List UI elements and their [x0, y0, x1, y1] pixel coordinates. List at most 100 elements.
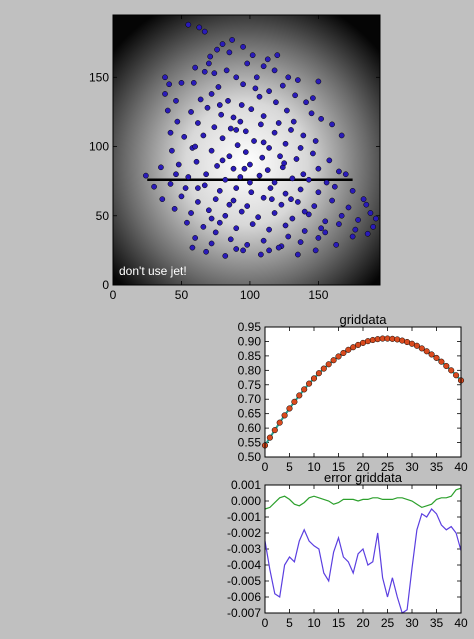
y-tick-label: 0: [102, 278, 109, 292]
data-point: [428, 351, 435, 358]
data-point: [281, 160, 288, 167]
griddata-chart: 0 5 10 15 20 25 30 35 40 0.500.550.600.650.700.75…: [238, 312, 468, 474]
data-point: [278, 201, 285, 208]
data-point: [226, 201, 233, 208]
data-point: [212, 229, 219, 236]
data-point: [173, 97, 179, 104]
error-griddata-chart: 0 5 10 15 20 25 30 35 40 0.001 0.000 -0.001 -0.002 -0…: [227, 470, 468, 630]
data-point: [318, 225, 324, 232]
data-point: [162, 74, 168, 81]
data-point: [201, 182, 208, 189]
data-point: [174, 118, 181, 125]
plot-background: [265, 327, 461, 457]
x-tick-label: 25: [381, 616, 395, 630]
y-tick-label: 0.95: [238, 320, 262, 334]
data-point: [207, 53, 214, 60]
data-point: [310, 375, 318, 382]
data-point: [301, 386, 308, 393]
data-point: [310, 150, 316, 157]
plot-frame: [264, 484, 462, 614]
data-point: [293, 156, 300, 162]
data-point: [178, 79, 185, 86]
x-tick-label: 20: [356, 460, 370, 474]
data-point: [233, 246, 240, 252]
data-point: [355, 217, 361, 223]
x-tick-label: 5: [286, 616, 293, 630]
data-point: [185, 21, 192, 28]
data-point: [249, 52, 256, 59]
data-point: [196, 24, 203, 31]
x-tick-label: 10: [307, 460, 321, 474]
data-point: [448, 367, 455, 374]
data-point: [285, 74, 292, 81]
data-point: [294, 251, 301, 258]
data-point: [181, 133, 188, 140]
data-point: [312, 247, 319, 254]
data-point: [296, 392, 303, 399]
data-point: [256, 93, 263, 100]
data-point: [193, 158, 200, 165]
data-point: [266, 145, 272, 151]
data-point: [229, 37, 235, 43]
data-point: [338, 132, 345, 139]
data-point: [222, 176, 229, 183]
data-point: [336, 221, 342, 227]
data-point: [201, 28, 208, 35]
data-point: [208, 240, 215, 247]
data-point: [342, 171, 349, 178]
data-point: [197, 96, 204, 103]
data-point: [205, 60, 212, 67]
data-point: [248, 189, 255, 196]
data-point: [260, 113, 267, 119]
data-point: [264, 56, 271, 63]
data-point: [164, 107, 171, 114]
data-point: [233, 225, 240, 232]
y-tick-label: 0.001: [231, 478, 261, 492]
data-point: [208, 147, 215, 154]
y-tick-label: -0.002: [227, 526, 261, 540]
data-point: [277, 153, 283, 160]
data-point: [208, 215, 215, 222]
data-point: [244, 241, 251, 248]
data-point: [282, 140, 289, 147]
data-point: [260, 63, 267, 70]
data-point: [271, 427, 278, 434]
data-point: [322, 229, 329, 236]
data-point: [260, 194, 267, 201]
data-point: [363, 201, 370, 208]
data-point: [315, 78, 322, 85]
x-tick-label: 100: [240, 288, 260, 302]
data-point: [276, 419, 283, 426]
data-point: [208, 91, 215, 97]
data-point: [318, 115, 324, 122]
data-point: [195, 199, 201, 205]
data-point: [266, 88, 272, 95]
data-point: [345, 346, 352, 353]
data-point: [223, 67, 230, 74]
data-point: [234, 142, 241, 149]
data-point: [271, 129, 278, 136]
data-point: [253, 74, 260, 81]
data-point: [240, 43, 246, 50]
data-point: [300, 132, 307, 139]
data-point: [326, 157, 333, 164]
data-point: [237, 174, 244, 180]
y-tick-label: 0.60: [238, 421, 262, 435]
data-point: [286, 405, 293, 412]
data-point: [294, 77, 301, 83]
data-point: [315, 235, 322, 241]
data-point: [162, 91, 168, 97]
data-point: [230, 197, 237, 204]
scatter-chart: 0 50 100 150 0 50 100 150 don't use jet!: [89, 14, 381, 302]
data-point: [282, 222, 289, 229]
data-point: [182, 185, 189, 191]
data-point: [242, 128, 249, 135]
data-point: [169, 147, 175, 154]
data-point: [219, 41, 226, 47]
data-point: [308, 110, 315, 117]
data-point: [292, 92, 298, 99]
data-point: [226, 153, 233, 160]
data-point: [350, 344, 357, 351]
x-tick-label: 40: [454, 460, 468, 474]
data-point: [258, 251, 264, 258]
